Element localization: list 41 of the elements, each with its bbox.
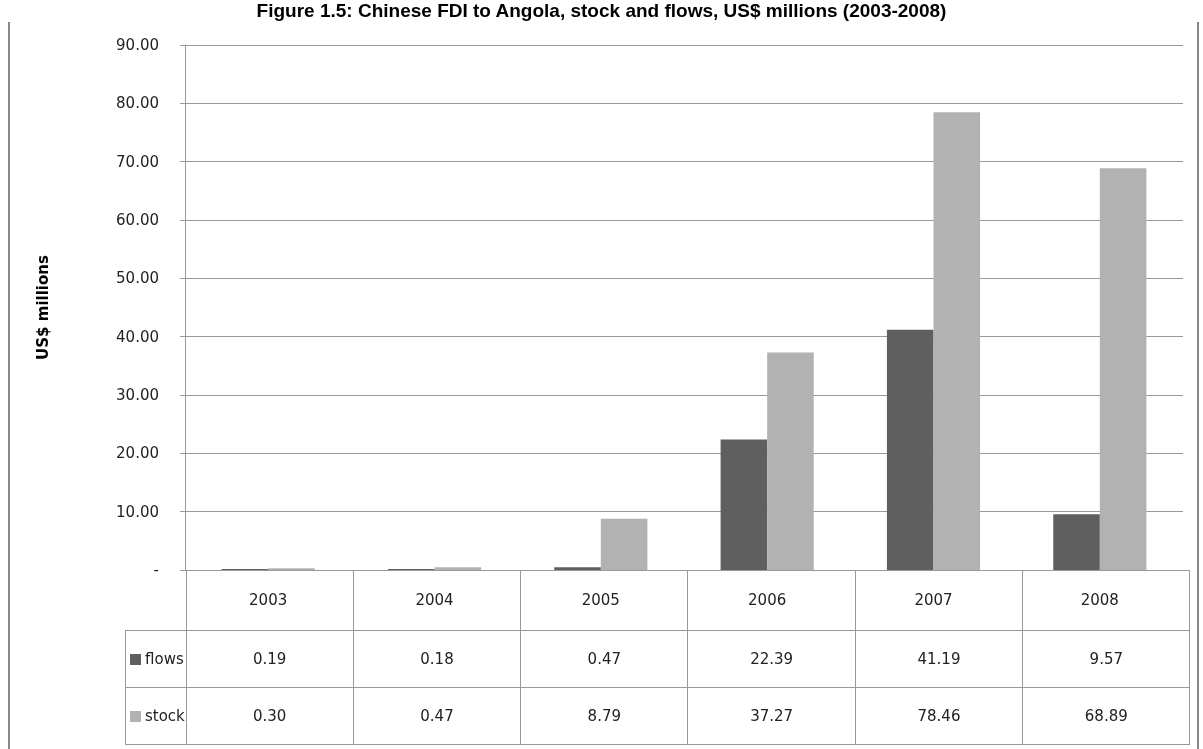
data-label: 68.89	[1022, 687, 1190, 745]
y-tick-label: 20.00	[116, 444, 159, 463]
data-label: 0.30	[186, 687, 354, 745]
y-tick-label: 10.00	[116, 502, 159, 521]
y-tick-label: 30.00	[116, 386, 159, 404]
bar	[886, 329, 934, 570]
data-label: 0.18	[353, 630, 521, 688]
data-label: 9.57	[1022, 630, 1190, 688]
y-tick-label: 40.00	[116, 327, 159, 346]
bar	[933, 112, 981, 570]
bar	[720, 439, 768, 570]
x-tick-label: 2004	[415, 590, 454, 609]
data-label: 0.47	[520, 630, 688, 688]
legend-label: flows	[125, 630, 186, 688]
x-tick-label: 2006	[748, 590, 787, 609]
legend-label: stock	[125, 687, 186, 745]
y-tick-label: 90.00	[116, 36, 159, 54]
data-label: 37.27	[687, 687, 856, 745]
y-axis-title: US$ millions	[33, 255, 52, 360]
y-tick-label: 60.00	[116, 211, 159, 229]
data-label: 78.46	[855, 687, 1023, 745]
bar	[1053, 514, 1100, 570]
bar	[1099, 168, 1147, 570]
y-tick-label: -	[153, 561, 159, 579]
y-tick-label: 50.00	[116, 269, 159, 288]
bar	[767, 352, 814, 570]
x-tick-label: 2003	[249, 590, 288, 609]
bar	[554, 567, 601, 570]
y-tick-label: 80.00	[116, 94, 159, 113]
data-label: 8.79	[520, 687, 688, 745]
bar	[600, 518, 648, 570]
x-tick-label: 2007	[914, 590, 953, 609]
bar	[434, 567, 482, 570]
data-label: 0.47	[353, 687, 521, 745]
chart-title: Figure 1.5: Chinese FDI to Angola, stock and flows, US$ millions (2003-2008)	[0, 0, 1203, 22]
data-label: 41.19	[855, 630, 1023, 688]
x-tick-label: 2005	[581, 590, 620, 609]
data-label: 22.39	[687, 630, 856, 688]
x-tick-label: 2008	[1080, 590, 1119, 609]
data-label: 0.19	[186, 630, 354, 688]
y-tick-label: 70.00	[116, 152, 159, 171]
